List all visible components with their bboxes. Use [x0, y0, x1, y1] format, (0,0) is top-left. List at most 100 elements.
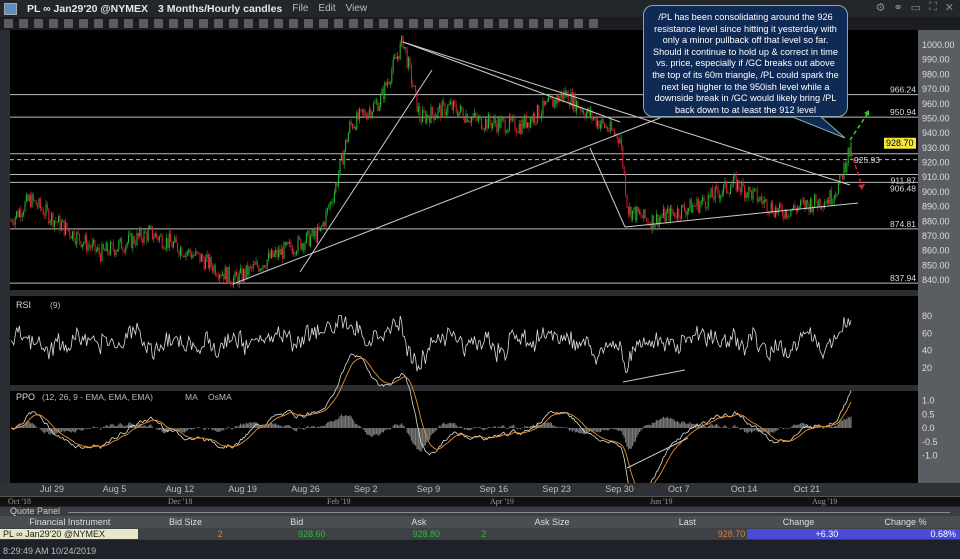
toolbar-tool-icon[interactable] — [64, 19, 73, 28]
candle — [552, 98, 554, 108]
menu-edit[interactable]: Edit — [318, 3, 336, 14]
candle — [833, 195, 835, 202]
candle — [468, 121, 470, 123]
close-icon[interactable]: ✕ — [944, 2, 954, 14]
osma-bar — [354, 424, 356, 428]
time-navigator[interactable]: Oct '18 Dec '18 Feb '19 Apr '19 Jun '19 Aug '… — [0, 496, 960, 506]
toolbar-tool-icon[interactable] — [154, 19, 163, 28]
toolbar-tool-icon[interactable] — [274, 19, 283, 28]
osma-bar — [394, 424, 396, 428]
toolbar-tool-icon[interactable] — [364, 19, 373, 28]
toolbar-tool-icon[interactable] — [229, 19, 238, 28]
toolbar-tool-icon[interactable] — [409, 19, 418, 28]
toolbar-tool-icon[interactable] — [529, 19, 538, 28]
rsi-pane[interactable] — [10, 296, 918, 385]
toolbar-tool-icon[interactable] — [139, 19, 148, 28]
osma-bar — [503, 425, 505, 428]
ppo-pane[interactable] — [10, 391, 918, 483]
candle — [256, 261, 258, 267]
toolbar-tool-icon[interactable] — [484, 19, 493, 28]
candle — [647, 219, 649, 225]
osma-bar — [595, 428, 597, 433]
toolbar-tool-icon[interactable] — [544, 19, 553, 28]
osma-bar — [178, 428, 180, 432]
candle — [321, 226, 323, 228]
trendline[interactable] — [589, 147, 626, 228]
osma-bar — [181, 428, 183, 433]
osma-bar — [567, 428, 569, 430]
toolbar-tool-icon[interactable] — [289, 19, 298, 28]
trendline[interactable] — [402, 41, 621, 123]
candle — [682, 205, 684, 206]
osma-bar — [140, 424, 142, 428]
toolbar-tool-icon[interactable] — [34, 19, 43, 28]
toolbar-tool-icon[interactable] — [379, 19, 388, 28]
osma-bar — [678, 422, 680, 428]
settings-icon[interactable]: ⚙ — [875, 2, 886, 14]
candle — [699, 204, 701, 213]
osma-bar — [227, 426, 229, 428]
toolbar-tool-icon[interactable] — [454, 19, 463, 28]
toolbar-tool-icon[interactable] — [124, 19, 133, 28]
toolbar-tool-icon[interactable] — [439, 19, 448, 28]
cell-instrument[interactable]: PL ∞ Jan29'20 @NYMEX — [0, 528, 138, 539]
candle — [398, 55, 400, 60]
arrow-head-icon — [858, 184, 865, 190]
toolbar-tool-icon[interactable] — [19, 19, 28, 28]
toolbar-tool-icon[interactable] — [589, 19, 598, 28]
minimize-icon[interactable]: ▭ — [910, 2, 922, 14]
toolbar-tool-icon[interactable] — [109, 19, 118, 28]
trendline[interactable] — [299, 69, 433, 273]
menu-file[interactable]: File — [292, 3, 309, 14]
osma-bar — [791, 426, 793, 428]
toolbar-tool-icon[interactable] — [244, 19, 253, 28]
toolbar-tool-icon[interactable] — [514, 19, 523, 28]
toolbar-tool-icon[interactable] — [79, 19, 88, 28]
osma-bar — [660, 418, 662, 428]
maximize-icon[interactable]: ⛶ — [929, 1, 937, 13]
quote-panel-title[interactable]: Quote Panel — [0, 507, 960, 516]
osma-bar — [216, 428, 218, 432]
toolbar-tool-icon[interactable] — [199, 19, 208, 28]
toolbar-tool-icon[interactable] — [49, 19, 58, 28]
toolbar-tool-icon[interactable] — [304, 19, 313, 28]
toolbar-tool-icon[interactable] — [499, 19, 508, 28]
osma-bar — [696, 423, 698, 428]
candle — [174, 237, 176, 243]
toolbar-tool-icon[interactable] — [319, 19, 328, 28]
table-row[interactable]: PL ∞ Jan29'20 @NYMEX 2 928.60 928.80 2 9… — [0, 528, 960, 539]
price-tick: 920.00 — [922, 158, 950, 168]
toolbar-tool-icon[interactable] — [574, 19, 583, 28]
toolbar-tool-icon[interactable] — [394, 19, 403, 28]
price-chart[interactable]: 1000.00 990.00 980.00 970.00 960.00 950.00 940… — [0, 30, 960, 483]
toolbar-tool-icon[interactable] — [559, 19, 568, 28]
candle — [345, 139, 347, 151]
osma-bar — [674, 420, 676, 428]
osma-bar — [612, 428, 614, 429]
trendline[interactable] — [624, 202, 859, 228]
symbol-selector[interactable]: PL ∞ Jan29'20 @NYMEX — [27, 2, 148, 15]
toolbar-tool-icon[interactable] — [214, 19, 223, 28]
toolbar-tool-icon[interactable] — [424, 19, 433, 28]
candle — [665, 212, 667, 222]
osma-bar — [269, 423, 271, 428]
toolbar-tool-icon[interactable] — [94, 19, 103, 28]
toolbar-tool-icon[interactable] — [169, 19, 178, 28]
link-icon[interactable]: ⚭ — [893, 2, 903, 14]
toolbar-tool-icon[interactable] — [349, 19, 358, 28]
toolbar-tool-icon[interactable] — [334, 19, 343, 28]
osma-bar — [709, 425, 711, 428]
candle — [703, 197, 705, 202]
menu-view[interactable]: View — [345, 3, 368, 14]
candle — [816, 202, 818, 207]
osma-bar — [563, 427, 565, 428]
toolbar-tool-icon[interactable] — [4, 19, 13, 28]
trendline[interactable] — [402, 41, 851, 186]
toolbar-tool-icon[interactable] — [184, 19, 193, 28]
osma-bar — [493, 426, 495, 428]
timeframe-selector[interactable]: 3 Months/Hourly candles — [158, 2, 283, 15]
candle — [644, 209, 646, 219]
toolbar-tool-icon[interactable] — [469, 19, 478, 28]
trendline[interactable] — [232, 117, 661, 285]
toolbar-tool-icon[interactable] — [259, 19, 268, 28]
